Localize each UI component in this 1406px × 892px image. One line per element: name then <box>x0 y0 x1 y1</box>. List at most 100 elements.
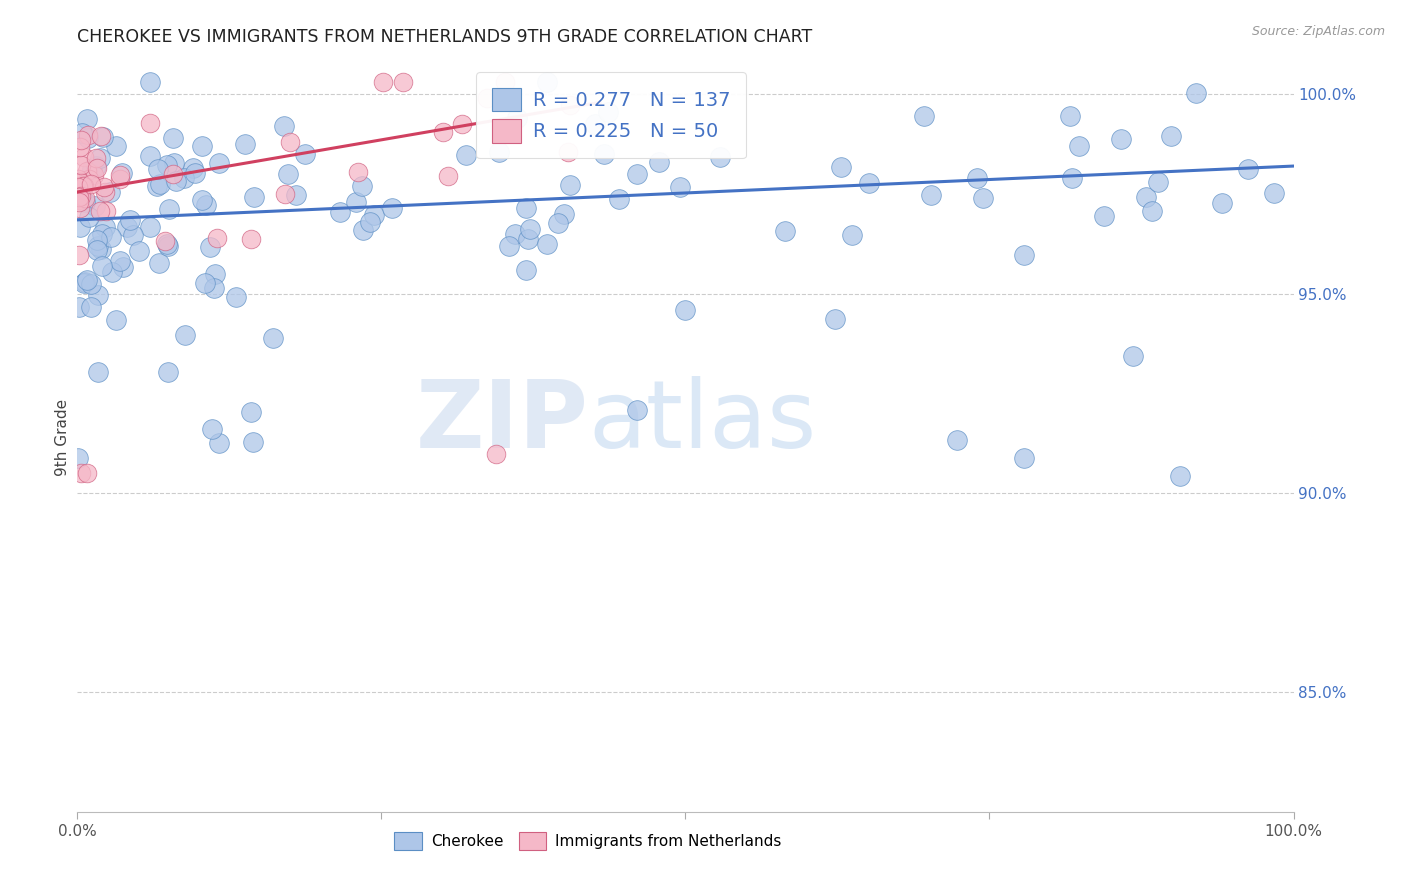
Point <box>80 277 103 292</box>
Point <box>1059 109 1081 123</box>
Point <box>858 176 880 190</box>
Point <box>240 405 263 419</box>
Point <box>359 215 381 229</box>
Point <box>70 466 93 480</box>
Point <box>485 447 508 461</box>
Point <box>277 167 299 181</box>
Point <box>1060 171 1083 186</box>
Point <box>373 75 395 89</box>
Point <box>76 466 98 480</box>
Text: Source: ZipAtlas.com: Source: ZipAtlas.com <box>1251 25 1385 38</box>
Text: ZIP: ZIP <box>415 376 588 468</box>
Point <box>115 219 138 234</box>
Point <box>69 140 91 154</box>
Point <box>72 178 94 193</box>
Legend: Cherokee, Immigrants from Netherlands: Cherokee, Immigrants from Netherlands <box>388 826 787 856</box>
Point <box>128 244 150 258</box>
Point <box>105 313 128 327</box>
Point <box>156 237 179 252</box>
Point <box>946 434 969 448</box>
Point <box>194 276 217 290</box>
Point <box>139 75 162 89</box>
Point <box>73 276 96 290</box>
Point <box>69 186 91 200</box>
Point <box>90 242 112 256</box>
Point <box>90 227 112 241</box>
Point <box>1185 86 1208 100</box>
Point <box>363 208 385 222</box>
Point <box>110 171 132 186</box>
Point <box>1111 132 1133 146</box>
Point <box>162 167 184 181</box>
Point <box>163 156 186 170</box>
Point <box>285 187 308 202</box>
Point <box>208 435 231 450</box>
Point <box>76 112 98 126</box>
Point <box>553 207 575 221</box>
Point <box>84 151 107 165</box>
Point <box>536 237 558 252</box>
Point <box>67 301 90 315</box>
Point <box>824 311 846 326</box>
Point <box>626 167 648 181</box>
Point <box>536 75 558 89</box>
Point <box>67 450 90 465</box>
Point <box>1263 186 1285 200</box>
Point <box>208 155 231 169</box>
Point <box>146 178 169 193</box>
Point <box>157 202 180 216</box>
Point <box>73 179 96 194</box>
Point <box>352 178 374 193</box>
Point <box>76 131 98 145</box>
Point <box>201 422 224 436</box>
Point <box>146 161 169 176</box>
Point <box>205 231 228 245</box>
Point <box>1147 175 1170 189</box>
Point <box>77 128 100 142</box>
Point <box>709 150 731 164</box>
Point <box>204 268 226 282</box>
Point <box>94 185 117 199</box>
Point <box>274 187 297 202</box>
Point <box>547 216 569 230</box>
Point <box>583 117 606 131</box>
Point <box>225 290 247 304</box>
Point <box>519 221 541 235</box>
Point <box>1140 203 1163 218</box>
Point <box>1067 139 1090 153</box>
Point <box>66 172 89 186</box>
Point <box>456 148 478 162</box>
Point <box>70 126 93 140</box>
Point <box>156 158 179 172</box>
Point <box>830 160 852 174</box>
Point <box>912 109 935 123</box>
Point <box>89 151 111 165</box>
Point <box>596 104 619 119</box>
Point <box>239 232 262 246</box>
Point <box>157 238 180 252</box>
Point <box>1012 248 1035 262</box>
Point <box>347 165 370 179</box>
Point <box>86 243 108 257</box>
Point <box>191 138 214 153</box>
Point <box>87 365 110 379</box>
Point <box>173 171 195 186</box>
Point <box>278 136 301 150</box>
Point <box>149 178 172 192</box>
Point <box>84 159 107 173</box>
Point <box>83 168 105 182</box>
Point <box>273 119 295 133</box>
Point <box>108 169 131 183</box>
Point <box>1012 451 1035 466</box>
Point <box>1160 128 1182 143</box>
Point <box>148 256 170 270</box>
Point <box>1122 349 1144 363</box>
Point <box>1236 161 1258 176</box>
Point <box>352 223 374 237</box>
Text: CHEROKEE VS IMMIGRANTS FROM NETHERLANDS 9TH GRADE CORRELATION CHART: CHEROKEE VS IMMIGRANTS FROM NETHERLANDS … <box>77 28 813 45</box>
Point <box>194 198 217 212</box>
Point <box>451 117 474 131</box>
Point <box>432 125 454 139</box>
Point <box>73 191 96 205</box>
Point <box>184 166 207 180</box>
